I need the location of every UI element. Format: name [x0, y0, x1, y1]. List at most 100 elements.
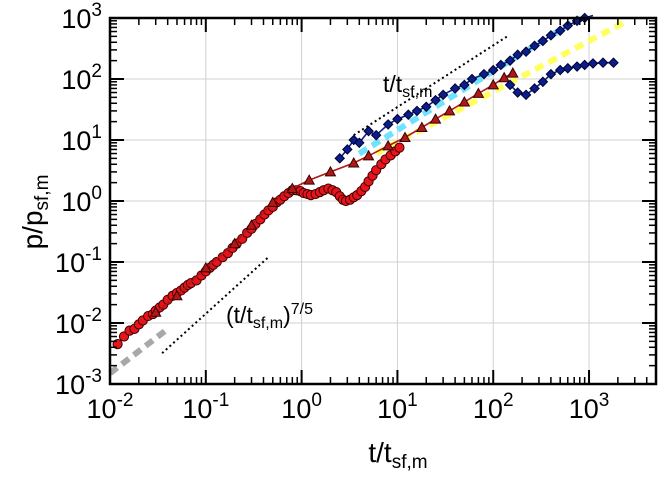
data-point — [437, 89, 449, 101]
reference-line-0 — [161, 256, 270, 354]
data-point — [472, 87, 485, 98]
x-tick-label-base: 10 — [473, 394, 503, 424]
data-point — [562, 62, 574, 74]
data-point — [245, 219, 258, 230]
data-point — [459, 79, 470, 91]
y-tick-label-exponent: 1 — [91, 122, 102, 143]
data-point — [466, 73, 478, 85]
data-point — [608, 57, 619, 69]
data-point — [353, 137, 365, 149]
data-point — [382, 119, 394, 130]
y-tick-label: 102 — [61, 61, 102, 95]
data-point — [411, 105, 423, 117]
y-tick-label-exponent: 2 — [91, 61, 102, 82]
reference-line-4 — [108, 326, 170, 376]
series-1 — [149, 67, 519, 317]
data-point — [529, 40, 540, 52]
data-point — [512, 87, 523, 98]
data-point — [449, 83, 461, 94]
x-tick-label-exponent: 1 — [407, 390, 418, 411]
y-tick-label-exponent: -1 — [85, 244, 102, 265]
data-point — [545, 30, 557, 41]
x-tick-label-base: 10 — [569, 394, 599, 424]
data-point — [554, 25, 566, 36]
data-point — [416, 121, 428, 133]
data-point — [363, 125, 374, 137]
annotation-linear-main: t/t — [383, 71, 403, 97]
data-point — [506, 67, 519, 78]
x-axis-label: t/tsf,m — [368, 437, 427, 473]
x-axis-label-subscript: sf,m — [392, 452, 428, 473]
data-point — [403, 109, 414, 120]
plot-frame — [108, 16, 658, 386]
y-tick-label: 10-1 — [55, 244, 102, 278]
data-point — [529, 83, 540, 94]
x-tick-label: 10-2 — [87, 390, 134, 424]
x-tick-label: 103 — [569, 390, 610, 424]
y-tick-label: 101 — [61, 122, 102, 156]
annotation-7-5-subscript: sf,m — [253, 315, 283, 332]
data-point — [443, 104, 456, 116]
x-tick-label: 10-1 — [182, 390, 229, 424]
y-tick-label-base: 10 — [55, 309, 85, 339]
x-tick-label-exponent: 0 — [311, 390, 322, 411]
x-tick-label-base: 10 — [182, 394, 212, 424]
y-tick-label: 100 — [61, 183, 102, 217]
data-point — [520, 46, 532, 58]
data-point — [487, 78, 500, 90]
y-tick-label-exponent: 0 — [91, 183, 102, 204]
x-tick-label-base: 10 — [281, 394, 311, 424]
y-tick-label-exponent: -3 — [85, 366, 102, 387]
data-point — [382, 139, 394, 151]
data-point — [303, 174, 316, 185]
x-tick-label: 101 — [377, 390, 418, 424]
y-axis-label: p/psf,m — [17, 175, 53, 250]
reference-line-1 — [353, 35, 508, 137]
y-tick-label-base: 10 — [55, 248, 85, 278]
data-point — [504, 79, 516, 91]
y-tick-label-exponent: -2 — [85, 305, 102, 326]
data-point — [286, 182, 299, 194]
data-point — [362, 149, 375, 161]
data-point — [597, 57, 609, 69]
y-tick-label-base: 10 — [61, 65, 91, 95]
data-series — [112, 12, 619, 350]
data-point — [504, 55, 516, 66]
data-point — [512, 49, 523, 61]
x-tick-label: 100 — [281, 390, 322, 424]
x-tick-label-exponent: 2 — [503, 390, 514, 411]
data-point — [399, 131, 411, 142]
annotation-linear-subscript: sf,m — [402, 84, 432, 101]
data-point — [498, 71, 510, 83]
y-tick-label: 10-3 — [55, 366, 102, 400]
data-point — [537, 35, 549, 47]
data-point — [430, 94, 441, 106]
data-point — [458, 95, 471, 107]
y-tick-label-base: 10 — [61, 126, 91, 156]
x-tick-label-base: 10 — [377, 394, 407, 424]
annotation-slope-linear: t/tsf,m — [383, 71, 432, 101]
data-point — [545, 68, 557, 80]
data-point — [228, 237, 241, 249]
data-point — [342, 144, 353, 155]
data-point — [495, 59, 507, 71]
y-axis-label-subscript: sf,m — [32, 175, 53, 211]
annotation-slope-7-5: (t/tsf,m)7/5 — [226, 301, 313, 332]
data-point — [478, 68, 490, 80]
y-axis-label-main: p/p — [17, 210, 48, 249]
data-point — [537, 76, 549, 88]
annotation-7-5-close: ) — [283, 302, 291, 328]
data-point — [171, 289, 183, 301]
x-tick-label-exponent: 3 — [599, 390, 610, 411]
data-point — [199, 261, 212, 273]
x-tick-label-exponent: -2 — [117, 390, 134, 411]
series-3 — [504, 57, 619, 101]
data-point — [520, 89, 532, 101]
tick-labels: 10-2 10-1 100 101 102 10310-310-210-110010110… — [55, 0, 609, 424]
data-point — [348, 134, 360, 146]
x-tick-label-base: 10 — [87, 394, 117, 424]
y-tick-label: 103 — [61, 0, 102, 34]
data-point — [347, 156, 360, 168]
data-point — [487, 64, 499, 76]
annotation-7-5-main: (t/t — [226, 302, 253, 328]
